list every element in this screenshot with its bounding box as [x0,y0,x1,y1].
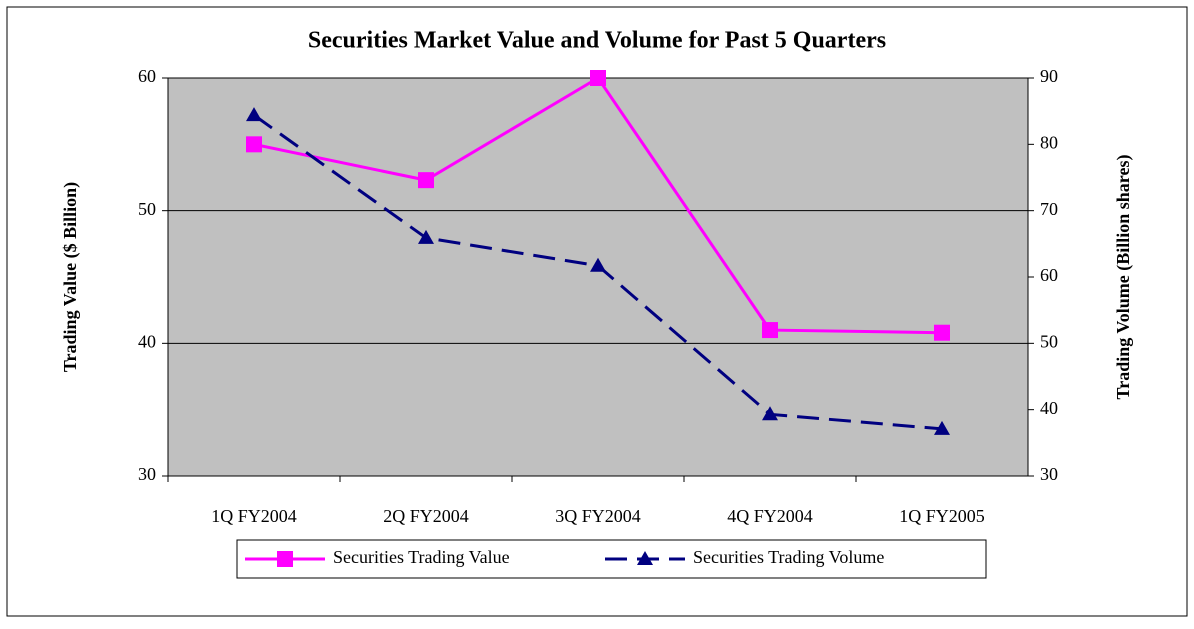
marker [418,229,434,244]
marker [277,551,293,567]
x-tick-label: 3Q FY2004 [555,506,641,526]
marker [246,107,262,122]
marker [934,324,950,341]
chart-title: Securities Market Value and Volume for P… [308,28,886,54]
marker [590,257,606,272]
y2-tick-label: 30 [1040,464,1058,484]
y2-tick-label: 80 [1040,132,1058,152]
y2-tick-label: 70 [1040,199,1058,219]
x-tick-label: 2Q FY2004 [383,506,469,526]
marker [418,172,434,189]
marker [762,406,778,421]
x-tick-label: 1Q FY2004 [211,506,297,526]
y-tick-label: 40 [138,331,156,351]
y2-tick-label: 50 [1040,331,1058,351]
y2-axis-title: Trading Volume (Billion shares) [1113,155,1134,400]
y2-tick-label: 40 [1040,398,1058,418]
plot-area [167,77,1029,477]
x-tick-label: 4Q FY2004 [727,506,813,526]
y-tick-label: 30 [138,464,156,484]
marker [246,136,262,153]
marker [637,551,653,565]
y-axis-title: Trading Value ($ Billion) [60,182,81,372]
legend-label: Securities Trading Value [333,547,510,567]
marker [590,70,606,86]
y-tick-label: 60 [138,66,156,86]
marker [762,322,778,339]
marker [934,420,950,435]
y2-tick-label: 60 [1040,265,1058,285]
y-tick-label: 50 [138,199,156,219]
legend-label: Securities Trading Volume [693,547,884,567]
x-tick-label: 1Q FY2005 [899,506,985,526]
y2-tick-label: 90 [1040,66,1058,86]
